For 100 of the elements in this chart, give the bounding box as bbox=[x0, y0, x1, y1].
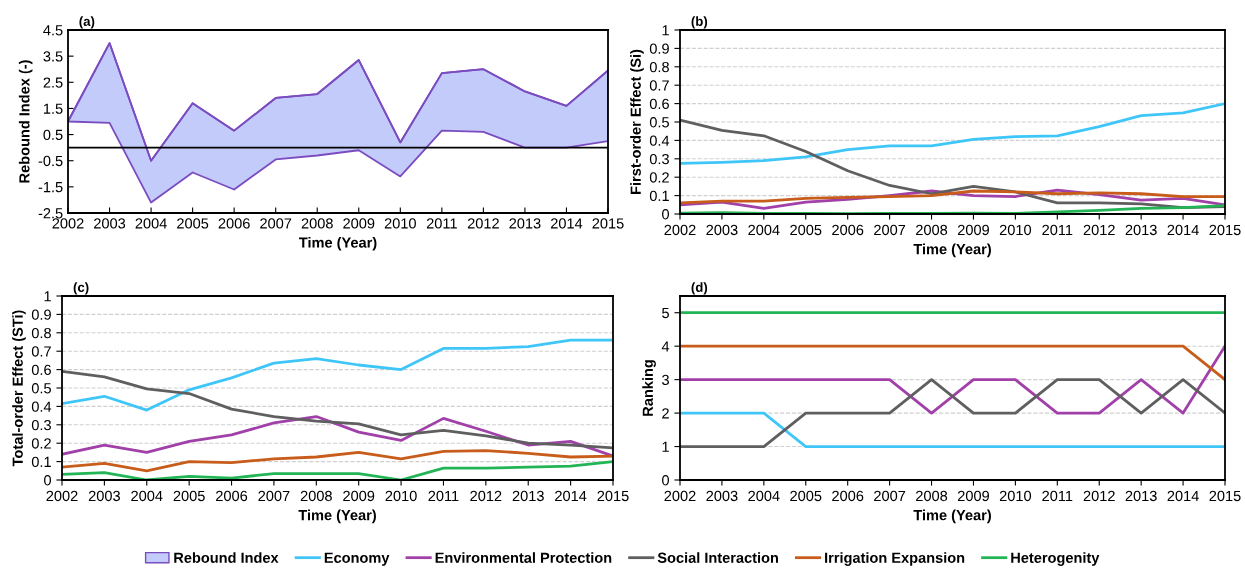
y-tick-label: 0.2 bbox=[31, 438, 51, 449]
x-tick-label: 2005 bbox=[177, 218, 209, 229]
legend-label: Irrigation Expansion bbox=[825, 552, 965, 566]
y-tick-label: 3 bbox=[662, 374, 669, 386]
y-tick-label: 0.2 bbox=[649, 172, 669, 183]
x-tick-label: 2003 bbox=[94, 218, 126, 229]
line-series bbox=[680, 189, 1225, 205]
x-tick-label: 2012 bbox=[1083, 224, 1115, 236]
x-tick-label: 2002 bbox=[664, 490, 696, 502]
x-tick-label: 2007 bbox=[258, 490, 290, 502]
x-tick-label: 2009 bbox=[957, 224, 989, 236]
y-tick-label: 0.7 bbox=[649, 80, 669, 91]
x-tick-label: 2008 bbox=[916, 490, 948, 502]
y-tick-label: 1 bbox=[44, 291, 51, 302]
x-tick-label: 2004 bbox=[135, 218, 167, 229]
x-tick-label: 2012 bbox=[1083, 490, 1115, 502]
x-tick-label: 2004 bbox=[748, 490, 780, 502]
x-tick-label: 2015 bbox=[592, 218, 624, 229]
y-tick-label: 1 bbox=[662, 441, 669, 452]
x-tick-label: 2011 bbox=[1042, 490, 1073, 502]
x-tick-label: 2005 bbox=[173, 490, 205, 502]
x-axis-title: Time (Year) bbox=[913, 509, 991, 524]
y-tick-label: 0 bbox=[662, 475, 670, 486]
x-tick-label: 2007 bbox=[874, 224, 906, 236]
y-tick-label: 1.5 bbox=[43, 103, 63, 114]
y-tick-label: 0.4 bbox=[649, 135, 670, 146]
x-tick-label: 2009 bbox=[957, 490, 989, 502]
x-tick-label: 2015 bbox=[597, 490, 629, 502]
x-tick-label: 2008 bbox=[301, 218, 333, 229]
x-tick-label: 2015 bbox=[1209, 490, 1241, 502]
y-tick-label: 0.1 bbox=[649, 190, 669, 202]
y-tick-label: 0.4 bbox=[31, 401, 52, 412]
y-tick-label: 0.5 bbox=[649, 117, 669, 128]
x-tick-label: 2006 bbox=[832, 224, 864, 236]
x-tick-label: 2014 bbox=[1167, 490, 1199, 502]
line-series bbox=[62, 338, 613, 412]
x-tick-label: 2003 bbox=[706, 490, 738, 502]
x-tick-label: 2013 bbox=[1125, 490, 1157, 502]
x-tick-label: 2008 bbox=[916, 224, 948, 236]
x-tick-label: 2008 bbox=[300, 490, 332, 502]
x-tick-label: 2011 bbox=[1042, 224, 1073, 236]
x-axis-title: Time (Year) bbox=[298, 237, 377, 251]
y-tick-label: 4 bbox=[661, 341, 670, 352]
y-tick-label: 1 bbox=[662, 25, 669, 36]
line-series bbox=[62, 370, 613, 450]
legend-label: Rebound Index bbox=[174, 552, 279, 563]
x-tick-label: 2011 bbox=[426, 218, 457, 229]
y-tick-label: 0.5 bbox=[31, 383, 51, 394]
x-tick-label: 2013 bbox=[512, 490, 544, 502]
x-tick-label: 2006 bbox=[832, 490, 864, 502]
x-tick-label: 2009 bbox=[343, 490, 375, 502]
x-axis-title: Time (Year) bbox=[298, 509, 376, 524]
y-axis-title: First-order Effect (Si) bbox=[630, 49, 644, 194]
y-tick-label: 0 bbox=[662, 209, 670, 220]
x-tick-label: 2004 bbox=[748, 224, 780, 236]
y-tick-label: 0.1 bbox=[31, 456, 51, 468]
y-tick-label: 0.3 bbox=[31, 419, 51, 431]
y-tick-label: -0.5 bbox=[38, 155, 63, 167]
line-series bbox=[62, 449, 613, 473]
y-tick-label: 0.8 bbox=[31, 327, 51, 339]
x-tick-label: 2006 bbox=[218, 218, 250, 229]
y-tick-label: 0 bbox=[44, 475, 52, 486]
legend-label: Environmental Protection bbox=[435, 552, 612, 563]
x-tick-label: 2010 bbox=[384, 218, 416, 229]
x-tick-label: 2003 bbox=[706, 224, 738, 236]
x-tick-label: 2012 bbox=[470, 490, 502, 502]
y-tick-label: 5 bbox=[662, 307, 669, 319]
y-tick-label: 0.5 bbox=[43, 129, 63, 140]
chart-title: (d) bbox=[691, 282, 708, 295]
y-tick-label: -2.5 bbox=[38, 208, 63, 219]
y-tick-label: 4.5 bbox=[43, 25, 63, 36]
x-tick-label: 2010 bbox=[999, 224, 1032, 236]
x-tick-label: 2005 bbox=[790, 490, 822, 502]
y-axis-title: Ranking bbox=[642, 360, 656, 416]
y-tick-label: 2.5 bbox=[43, 77, 63, 88]
y-tick-label: 0.9 bbox=[649, 43, 669, 54]
y-axis-title: Rebound Index (-) bbox=[18, 60, 33, 183]
x-tick-label: 2013 bbox=[1125, 224, 1157, 236]
legend-label: Social Interaction bbox=[657, 552, 778, 563]
legend-label: Heterogenity bbox=[1011, 552, 1100, 566]
y-tick-label: 0.7 bbox=[31, 346, 51, 357]
y-tick-label: 0.6 bbox=[649, 98, 669, 110]
y-tick-label: 0.3 bbox=[649, 153, 669, 165]
x-tick-label: 2012 bbox=[467, 218, 499, 229]
x-tick-label: 2006 bbox=[216, 490, 248, 502]
x-tick-label: 2007 bbox=[874, 490, 906, 502]
y-tick-label: 0.6 bbox=[31, 364, 51, 376]
x-tick-label: 2011 bbox=[428, 490, 459, 502]
x-tick-label: 2010 bbox=[999, 490, 1032, 502]
x-tick-label: 2014 bbox=[555, 490, 587, 502]
x-tick-label: 2009 bbox=[343, 218, 375, 229]
x-tick-label: 2007 bbox=[260, 218, 292, 229]
x-tick-label: 2005 bbox=[790, 224, 822, 236]
y-tick-label: 2 bbox=[662, 408, 669, 419]
y-tick-label: 0.9 bbox=[31, 309, 51, 320]
x-tick-label: 2014 bbox=[1167, 224, 1199, 236]
x-axis-title: Time (Year) bbox=[913, 243, 991, 258]
y-axis-title: Total-order Effect (STi) bbox=[12, 310, 26, 467]
x-tick-label: 2014 bbox=[550, 218, 583, 229]
x-tick-label: 2015 bbox=[1209, 224, 1241, 236]
